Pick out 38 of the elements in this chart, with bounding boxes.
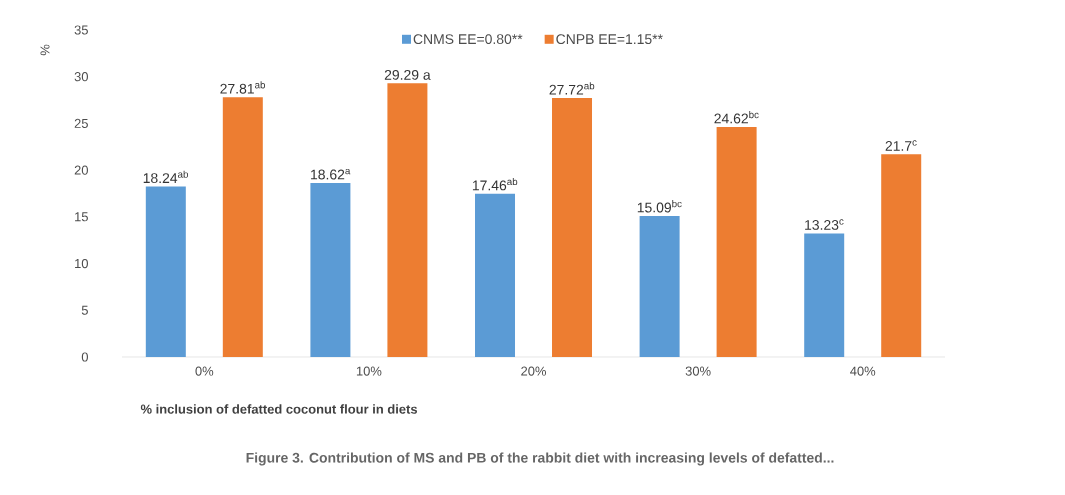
x-tick-label: 40% [850,366,876,376]
y-tick-label: 35 [74,25,88,35]
bar [310,183,351,357]
y-tick-label: 25 [74,118,88,128]
bar [716,126,757,357]
y-axis-title: % [40,44,50,56]
bar [145,186,186,357]
data-label: 15.09$^{bc}$ [637,200,682,213]
bar [881,154,922,357]
y-tick-label: 30 [74,72,88,82]
legend-label: CNMS EE=0.80** [413,34,523,45]
data-label: 17.46$^{ab}$ [472,177,518,191]
data-label: 29.29 a [384,69,431,80]
legend-label: CNPB EE=1.15** [556,34,663,45]
data-label: 18.24$^{ab}$ [143,170,189,184]
y-tick-label: 20 [74,165,88,175]
y-tick-label: 0 [81,352,88,362]
bar [387,83,428,357]
data-label: 21.7$^{c}$ [885,140,917,151]
data-label: 24.62$^{bc}$ [714,111,759,124]
data-label: 27.81$^{ab}$ [220,81,266,94]
y-tick-label: 10 [75,258,88,269]
x-tick-label: 30% [685,366,711,376]
bar [475,193,516,357]
bar [222,97,263,357]
y-tick-label: 5 [81,305,88,315]
text: Figure 3. Contribution of MS and PB of the rabbit diet with increasing levels of defatted... [246,452,834,466]
x-tick-label: 0% [195,366,214,376]
x-tick-label: 10% [356,366,382,376]
y-tick-label: 15 [75,212,88,222]
data-label: 18.62$^{a}$ [311,168,351,180]
bar [804,233,845,357]
data-label: 27.72$^{ab}$ [549,82,595,95]
bar [639,216,680,357]
x-axis-title: % inclusion of defatted coconut flour in diets [140,404,418,414]
data-label: 13.23$^{c}$ [805,219,844,230]
x-tick-label: 20% [521,366,547,376]
bar [552,98,593,357]
